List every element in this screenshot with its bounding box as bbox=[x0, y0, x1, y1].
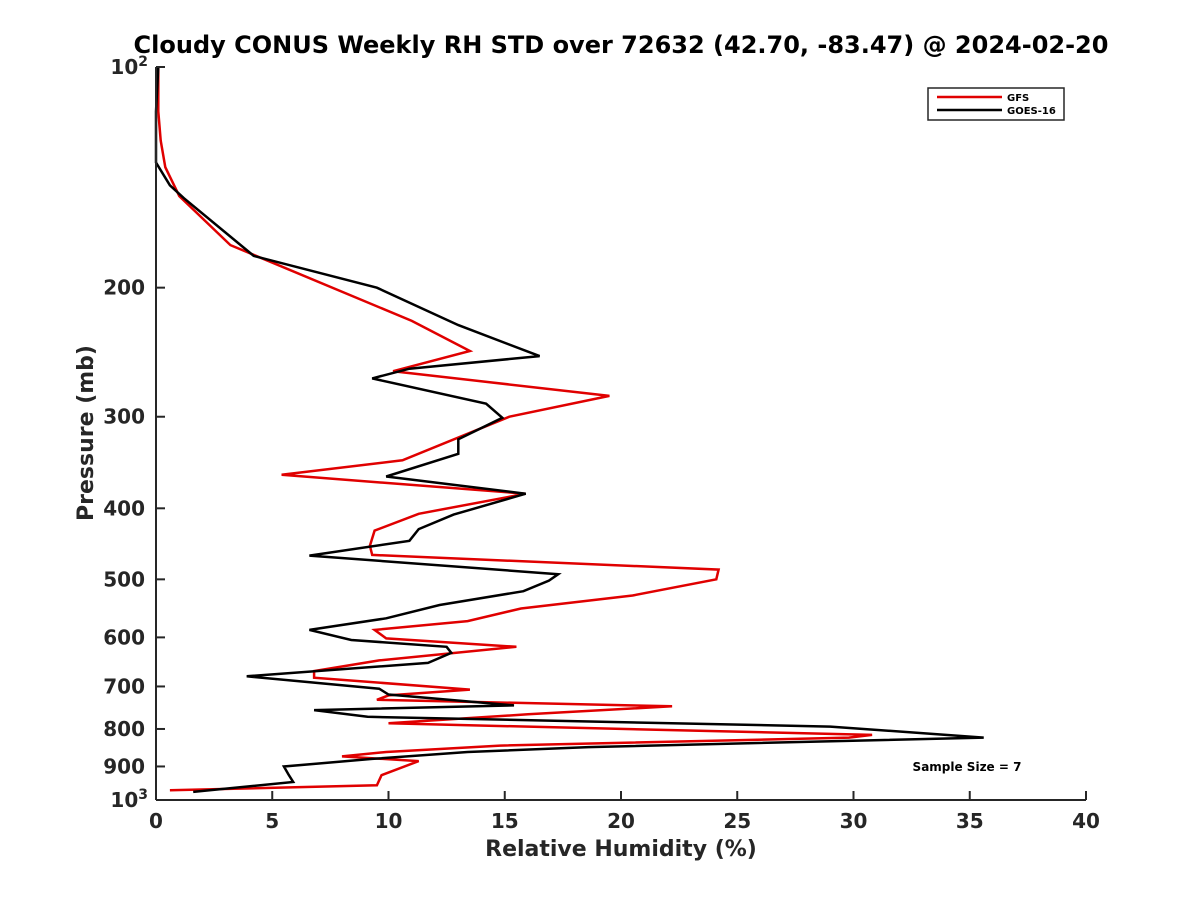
legend-box bbox=[927, 87, 1065, 121]
legend-label-goes-16: GOES-16 bbox=[1007, 106, 1056, 117]
y-tick-label: 400 bbox=[103, 496, 145, 520]
y-tick-label: 600 bbox=[103, 625, 145, 649]
x-tick-label: 20 bbox=[607, 809, 635, 833]
y-tick-label: 800 bbox=[103, 717, 145, 741]
x-tick-label: 30 bbox=[840, 809, 868, 833]
legend: GFS GOES-16 bbox=[927, 87, 1065, 121]
x-tick-label: 25 bbox=[723, 809, 751, 833]
x-tick-label: 0 bbox=[149, 809, 163, 833]
y-ticks: 200 300 400 500 600 700 800 900 102 103 bbox=[103, 54, 165, 812]
series-line-gfs bbox=[157, 67, 873, 792]
y-tick-label-power: 103 bbox=[110, 787, 148, 812]
x-tick-label: 35 bbox=[956, 809, 984, 833]
x-tick-label: 10 bbox=[375, 809, 403, 833]
x-tick-label: 40 bbox=[1072, 809, 1100, 833]
y-tick-label: 500 bbox=[103, 567, 145, 591]
y-tick-label: 700 bbox=[103, 674, 145, 698]
series-line-goes-16 bbox=[154, 66, 984, 794]
y-tick-label-power: 102 bbox=[110, 54, 148, 79]
x-tick-label: 5 bbox=[265, 809, 279, 833]
x-ticks: 0 5 10 15 20 25 30 35 40 bbox=[149, 791, 1100, 833]
x-tick-label: 15 bbox=[491, 809, 519, 833]
y-axis-label: Pressure (mb) bbox=[74, 345, 99, 521]
x-axis-label: Relative Humidity (%) bbox=[485, 837, 757, 862]
y-tick-label: 200 bbox=[103, 276, 145, 300]
sample-size-annotation: Sample Size = 7 bbox=[913, 760, 1022, 774]
y-tick-label: 900 bbox=[103, 754, 145, 778]
legend-label-gfs: GFS bbox=[1007, 93, 1029, 104]
y-tick-label: 300 bbox=[103, 405, 145, 429]
series-layer bbox=[154, 66, 984, 794]
plot-area: 0 5 10 15 20 25 30 35 40 200 300 400 500 600 700 800 90… bbox=[103, 54, 1100, 833]
chart-title: Cloudy CONUS Weekly RH STD over 72632 (4… bbox=[134, 31, 1109, 59]
